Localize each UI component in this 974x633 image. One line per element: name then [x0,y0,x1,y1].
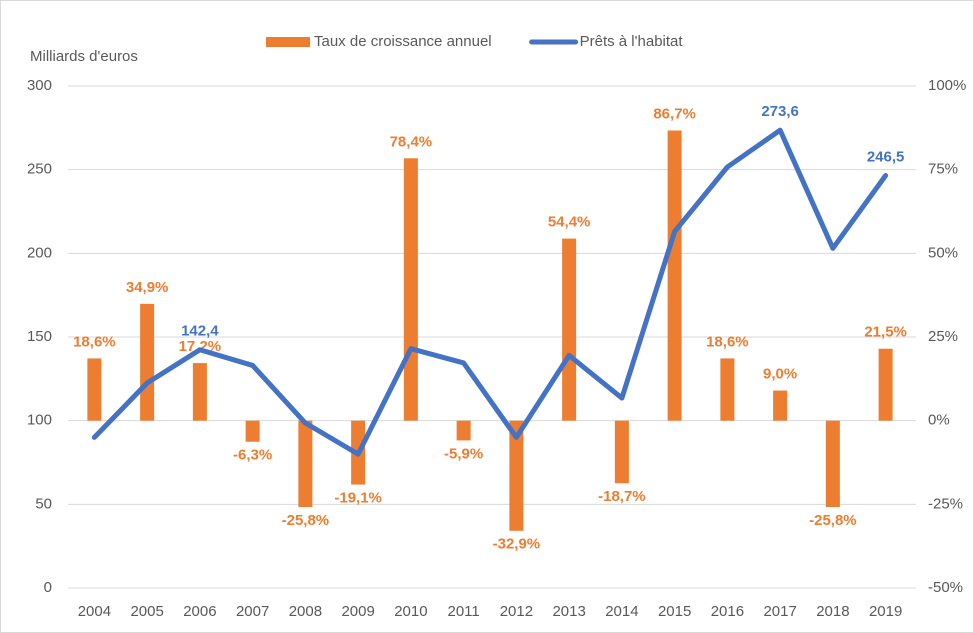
x-tick-label: 2005 [130,603,163,620]
x-tick-label: 2012 [500,603,533,620]
y-tick-label: 200 [27,244,52,261]
data-label: 142,4 [181,323,219,340]
bar [403,158,418,421]
data-label: -25,8% [809,512,857,529]
data-label: 78,4% [390,133,433,150]
bar [878,348,893,421]
y2-tick-label: 100% [928,77,966,94]
data-label: 246,5 [867,148,905,165]
x-tick-label: 2009 [341,603,374,620]
y2-tick-label: 0% [928,412,950,429]
data-label: 18,6% [73,333,116,350]
x-tick-label: 2015 [658,603,691,620]
x-tick-label: 2018 [816,603,849,620]
x-tick-label: 2008 [289,603,322,620]
bar [825,420,840,508]
bar [456,420,471,441]
y-tick-label: 100 [27,412,52,429]
bar [298,420,313,508]
y-tick-label: 300 [27,77,52,94]
bar [773,390,788,421]
data-label: 9,0% [763,366,797,383]
data-label: -18,7% [598,488,646,505]
bar [562,238,577,421]
data-label: 18,6% [706,333,749,350]
bar [192,363,207,421]
data-label: -6,3% [233,447,272,464]
x-tick-label: 2006 [183,603,216,620]
x-tick-label: 2007 [236,603,269,620]
data-label: 86,7% [653,105,696,122]
bar [614,420,629,484]
y2-tick-label: 25% [928,328,958,345]
x-tick-label: 2011 [447,603,479,620]
bar [509,420,524,531]
x-tick-label: 2017 [763,603,796,620]
legend-label: Taux de croissance annuel [314,33,492,50]
y-axis-label: Milliards d'euros [30,48,138,65]
y-tick-label: 0 [44,579,52,596]
data-label: 21,5% [864,324,907,341]
bar [140,303,155,421]
data-label: 54,4% [548,214,591,231]
data-label: 34,9% [126,279,169,296]
bar [245,420,260,442]
data-label: -5,9% [444,445,483,462]
legend-label: Prêts à l'habitat [580,33,684,50]
bar [720,358,735,421]
x-tick-label: 2013 [552,603,585,620]
bar [667,130,682,421]
y2-tick-label: -25% [928,495,963,512]
y-tick-label: 150 [27,328,52,345]
x-tick-label: 2010 [394,603,427,620]
y-tick-label: 50 [35,495,52,512]
legend-swatch [266,37,310,47]
x-tick-label: 2016 [711,603,744,620]
y2-tick-label: -50% [928,579,963,596]
line [91,127,889,457]
data-label: -25,8% [282,512,330,529]
y2-tick-label: 50% [928,244,958,261]
data-label: -19,1% [334,490,382,507]
x-tick-label: 2019 [869,603,902,620]
data-label: 273,6 [761,103,799,120]
bar [87,358,102,421]
x-tick-label: 2004 [78,603,111,620]
y2-tick-label: 75% [928,161,958,178]
y-tick-label: 250 [27,161,52,178]
x-tick-label: 2014 [605,603,638,620]
data-label: -32,9% [493,536,541,553]
